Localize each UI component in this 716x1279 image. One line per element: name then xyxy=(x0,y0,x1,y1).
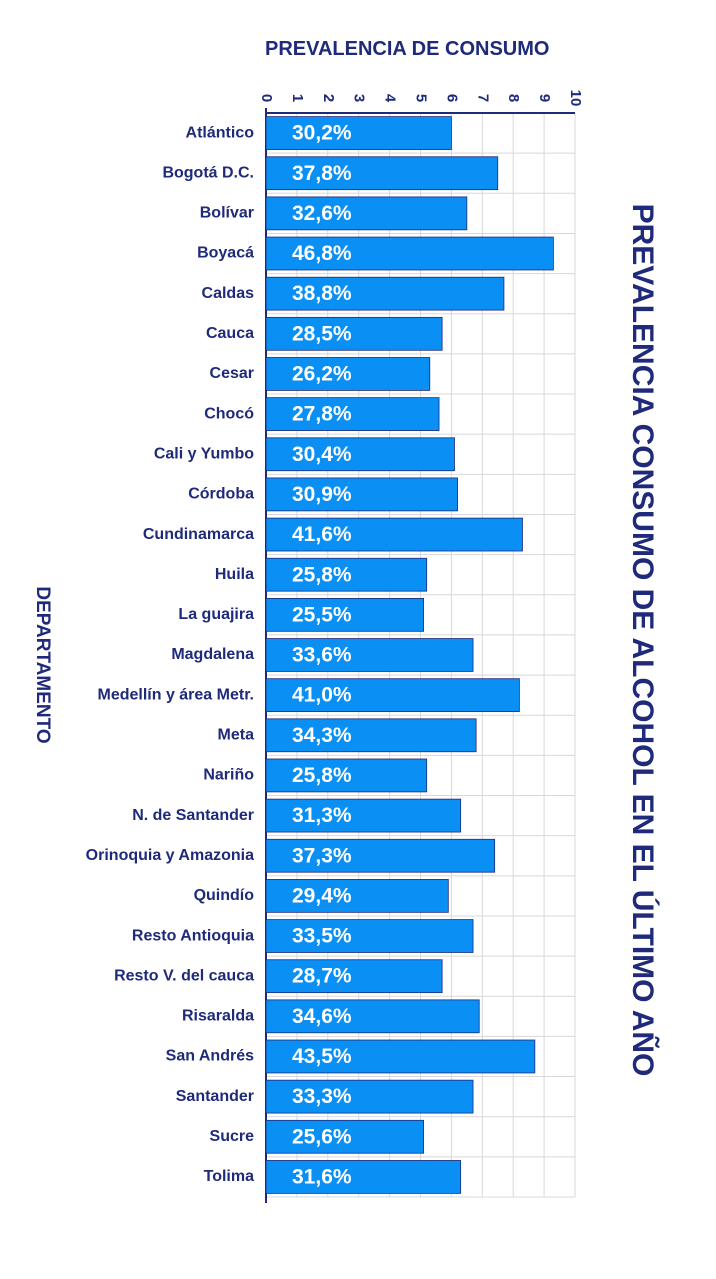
data-label: 25,6% xyxy=(292,1125,352,1148)
data-label: 34,3% xyxy=(292,724,352,747)
data-label: 41,0% xyxy=(292,684,352,707)
category-label: Atlántico xyxy=(186,124,255,141)
category-label: Nariño xyxy=(203,767,254,784)
x-tick-label: 4 xyxy=(382,94,399,103)
category-label: Huila xyxy=(215,566,254,583)
data-label: 31,6% xyxy=(292,1165,352,1188)
data-label: 25,8% xyxy=(292,563,352,586)
data-label: 28,5% xyxy=(292,322,352,345)
bar xyxy=(265,798,462,833)
bar xyxy=(265,638,474,672)
bar xyxy=(265,437,455,472)
category-label: Resto Antioquia xyxy=(132,927,254,944)
x-tick-label: 8 xyxy=(505,94,522,102)
x-tick-label: 5 xyxy=(413,94,430,102)
category-label: Quindío xyxy=(194,887,255,904)
category-label: San Andrés xyxy=(166,1048,254,1065)
category-label: Chocó xyxy=(204,405,254,422)
category-label: Meta xyxy=(218,727,255,744)
bar xyxy=(265,718,477,753)
bar xyxy=(265,758,428,793)
data-label: 37,3% xyxy=(292,844,352,867)
data-label: 43,5% xyxy=(292,1045,352,1068)
bar xyxy=(265,236,554,271)
data-label: 37,8% xyxy=(292,162,352,185)
x-tick-label: 1 xyxy=(289,94,306,102)
bar xyxy=(265,1079,474,1114)
data-label: 28,7% xyxy=(292,965,352,988)
bar xyxy=(265,999,480,1034)
data-label: 30,9% xyxy=(292,483,352,506)
data-label: 46,8% xyxy=(292,242,352,265)
category-label: Bolívar xyxy=(200,205,254,222)
data-label: 26,2% xyxy=(292,363,352,386)
bar xyxy=(265,919,474,953)
bar xyxy=(265,116,452,150)
bar xyxy=(265,959,443,994)
data-label: 25,8% xyxy=(292,764,352,787)
y-axis-title: DEPARTAMENTO xyxy=(32,586,53,744)
bar xyxy=(265,1039,536,1074)
data-label: 32,6% xyxy=(292,202,352,225)
category-label: La guajira xyxy=(178,606,254,623)
bar xyxy=(265,678,520,713)
data-label: 41,6% xyxy=(292,523,352,546)
data-label: 25,5% xyxy=(292,603,352,626)
bar xyxy=(265,357,431,391)
x-tick-label: 7 xyxy=(474,94,491,102)
bar xyxy=(265,316,443,351)
x-tick-label: 10 xyxy=(567,90,584,107)
bar xyxy=(265,477,458,512)
data-label: 38,8% xyxy=(292,282,352,305)
data-label: 27,8% xyxy=(292,403,352,426)
bar xyxy=(265,156,499,191)
category-label: Santander xyxy=(176,1088,254,1105)
bar xyxy=(265,276,505,311)
category-label: N. de Santander xyxy=(132,807,254,824)
category-label: Cauca xyxy=(206,325,254,342)
category-label: Sucre xyxy=(210,1128,255,1145)
bar xyxy=(265,1119,424,1154)
category-label: Cesar xyxy=(210,365,254,382)
data-label: 33,3% xyxy=(292,1085,352,1108)
data-label: 31,3% xyxy=(292,804,352,827)
x-tick-label: 9 xyxy=(536,94,553,102)
category-label: Resto V. del cauca xyxy=(114,967,254,984)
category-label: Córdoba xyxy=(188,486,254,503)
x-tick-label: 0 xyxy=(258,94,275,102)
category-label: Tolima xyxy=(204,1168,254,1185)
bar xyxy=(265,838,496,873)
category-label: Risaralda xyxy=(182,1008,254,1025)
bar xyxy=(265,196,468,231)
data-label: 33,5% xyxy=(292,925,352,948)
bar xyxy=(265,879,449,913)
bar xyxy=(265,517,523,552)
category-label: Magdalena xyxy=(171,646,254,663)
data-label: 33,6% xyxy=(292,644,352,667)
category-label: Orinoquia y Amazonia xyxy=(86,847,254,864)
bar xyxy=(265,1160,462,1194)
x-tick-label: 6 xyxy=(443,94,460,102)
bar xyxy=(265,597,424,632)
chart-title: PREVALENCIA CONSUMO DE ALCOHOL EN EL ÚLT… xyxy=(626,203,659,1077)
x-tick-label: 2 xyxy=(320,94,337,102)
bar xyxy=(265,557,428,592)
category-label: Medellín y área Metr. xyxy=(97,686,254,703)
x-axis-title: PREVALENCIA DE CONSUMO xyxy=(265,38,550,60)
data-label: 29,4% xyxy=(292,884,352,907)
x-tick-label: 3 xyxy=(351,94,368,102)
category-label: Caldas xyxy=(202,285,255,302)
category-label: Boyacá xyxy=(197,245,254,262)
data-label: 30,4% xyxy=(292,443,352,466)
category-label: Bogotá D.C. xyxy=(162,164,254,181)
data-label: 34,6% xyxy=(292,1005,352,1028)
category-label: Cundinamarca xyxy=(143,526,254,543)
bar xyxy=(265,397,440,431)
category-label: Cali y Yumbo xyxy=(154,445,254,462)
data-label: 30,2% xyxy=(292,122,352,145)
